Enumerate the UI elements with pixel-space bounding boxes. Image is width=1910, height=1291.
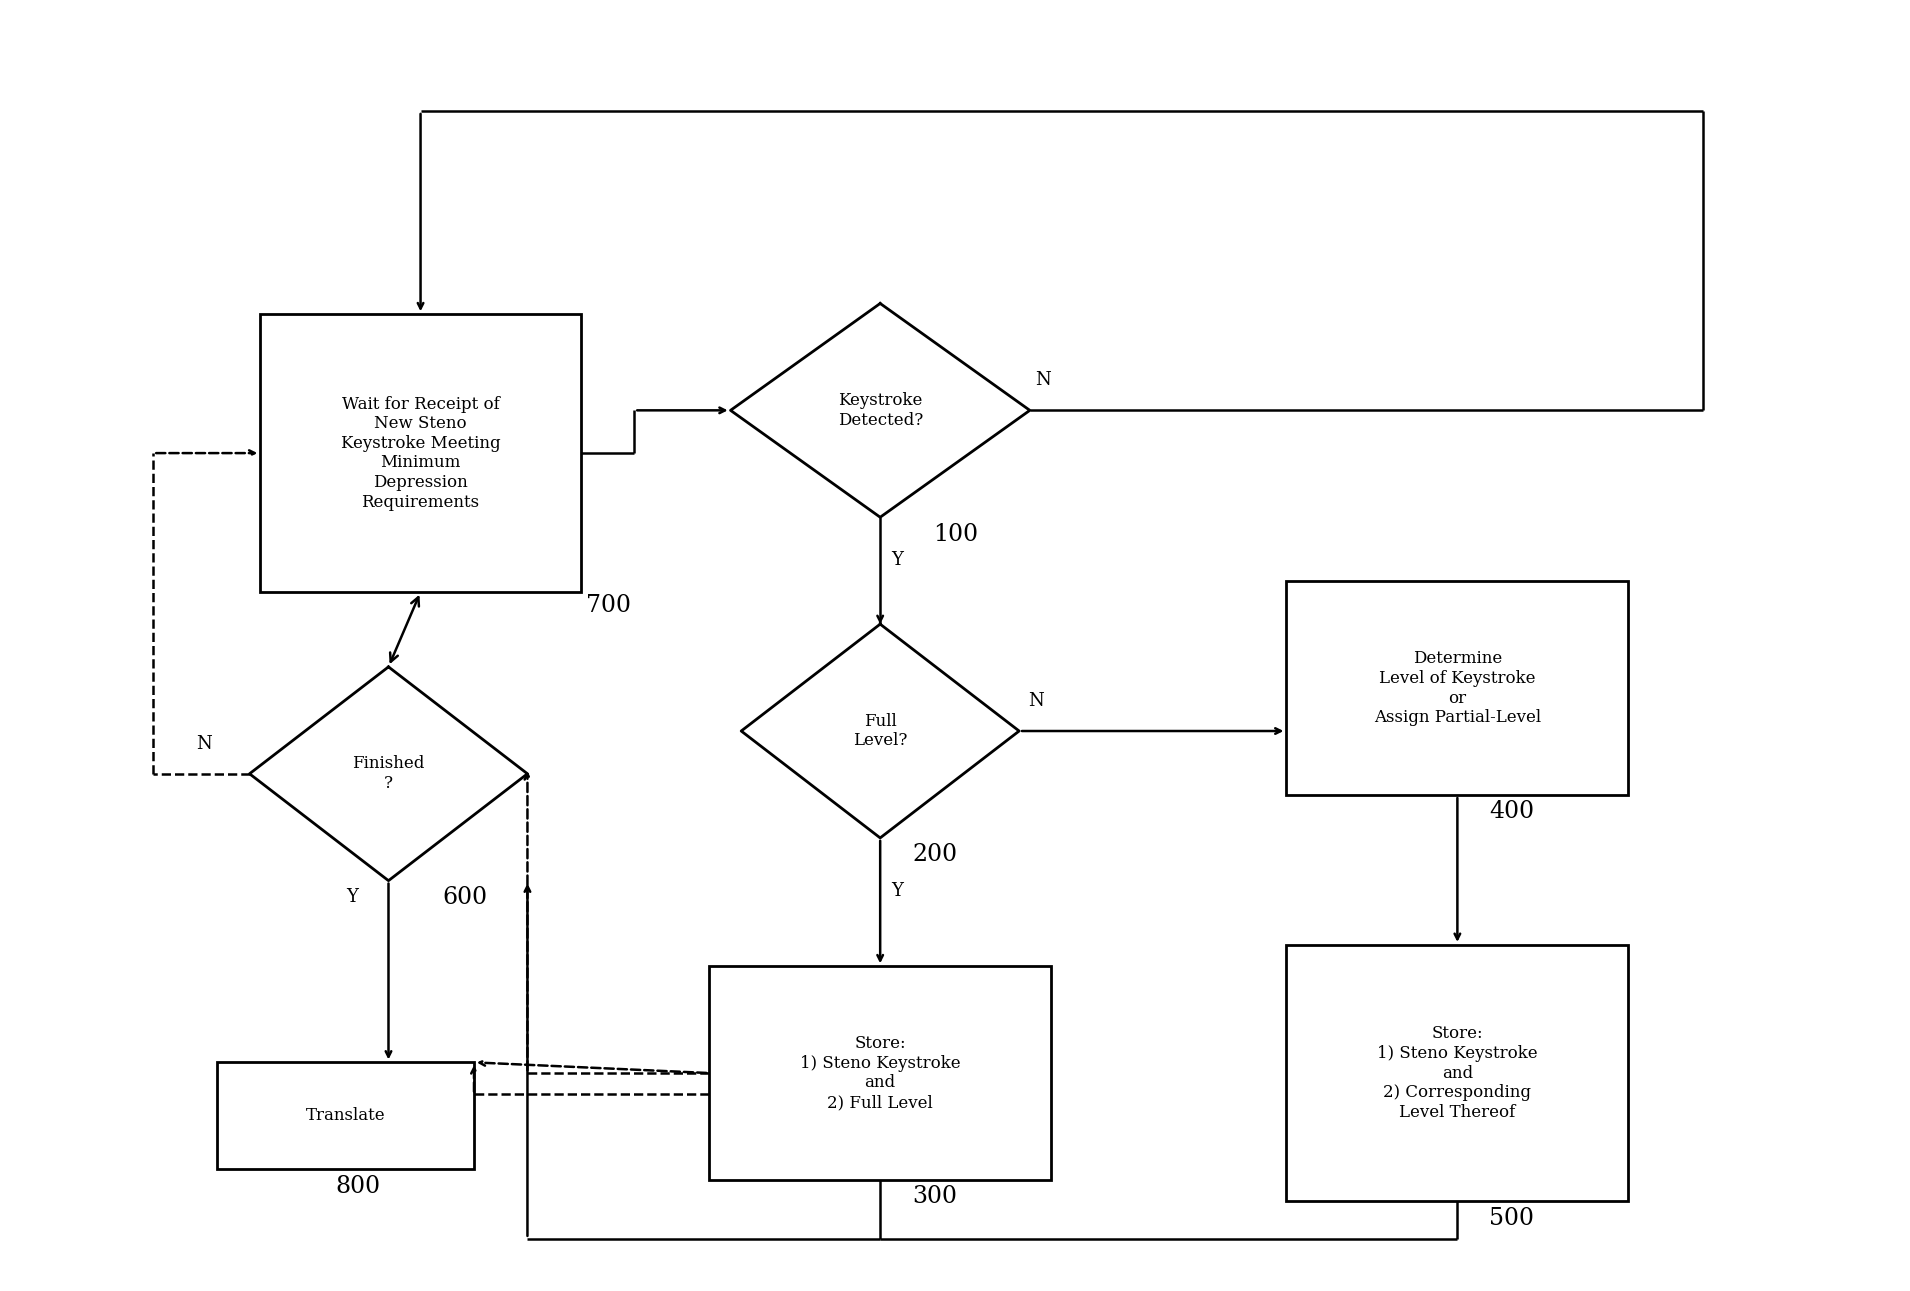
Polygon shape — [250, 667, 527, 880]
Text: Finished
?: Finished ? — [351, 755, 424, 793]
Text: 100: 100 — [934, 523, 978, 546]
Text: Wait for Receipt of
New Steno
Keystroke Meeting
Minimum
Depression
Requirements: Wait for Receipt of New Steno Keystroke … — [340, 395, 500, 511]
Text: N: N — [197, 735, 212, 753]
Polygon shape — [741, 624, 1020, 838]
Text: Store:
1) Steno Keystroke
and
2) Corresponding
Level Thereof: Store: 1) Steno Keystroke and 2) Corresp… — [1377, 1025, 1538, 1121]
Text: Translate: Translate — [306, 1108, 386, 1124]
FancyBboxPatch shape — [1285, 945, 1629, 1202]
Text: 600: 600 — [441, 886, 487, 909]
FancyBboxPatch shape — [218, 1062, 474, 1170]
Text: N: N — [1028, 692, 1043, 710]
Text: Determine
Level of Keystroke
or
Assign Partial-Level: Determine Level of Keystroke or Assign P… — [1373, 651, 1541, 726]
Text: Y: Y — [890, 551, 903, 569]
Text: 300: 300 — [913, 1185, 957, 1208]
Text: 700: 700 — [586, 594, 630, 617]
Text: Full
Level?: Full Level? — [854, 713, 907, 749]
FancyBboxPatch shape — [260, 314, 581, 593]
Text: 800: 800 — [334, 1175, 380, 1198]
Polygon shape — [730, 303, 1029, 518]
Text: 500: 500 — [1490, 1207, 1534, 1229]
FancyBboxPatch shape — [709, 966, 1050, 1180]
Text: Y: Y — [346, 888, 357, 906]
Text: N: N — [1035, 372, 1050, 390]
Text: Y: Y — [890, 882, 903, 900]
Text: 400: 400 — [1490, 800, 1534, 824]
Text: Keystroke
Detected?: Keystroke Detected? — [838, 392, 923, 429]
Text: Store:
1) Steno Keystroke
and
2) Full Level: Store: 1) Steno Keystroke and 2) Full Le… — [800, 1035, 961, 1112]
Text: 200: 200 — [913, 843, 957, 866]
FancyBboxPatch shape — [1285, 581, 1629, 795]
